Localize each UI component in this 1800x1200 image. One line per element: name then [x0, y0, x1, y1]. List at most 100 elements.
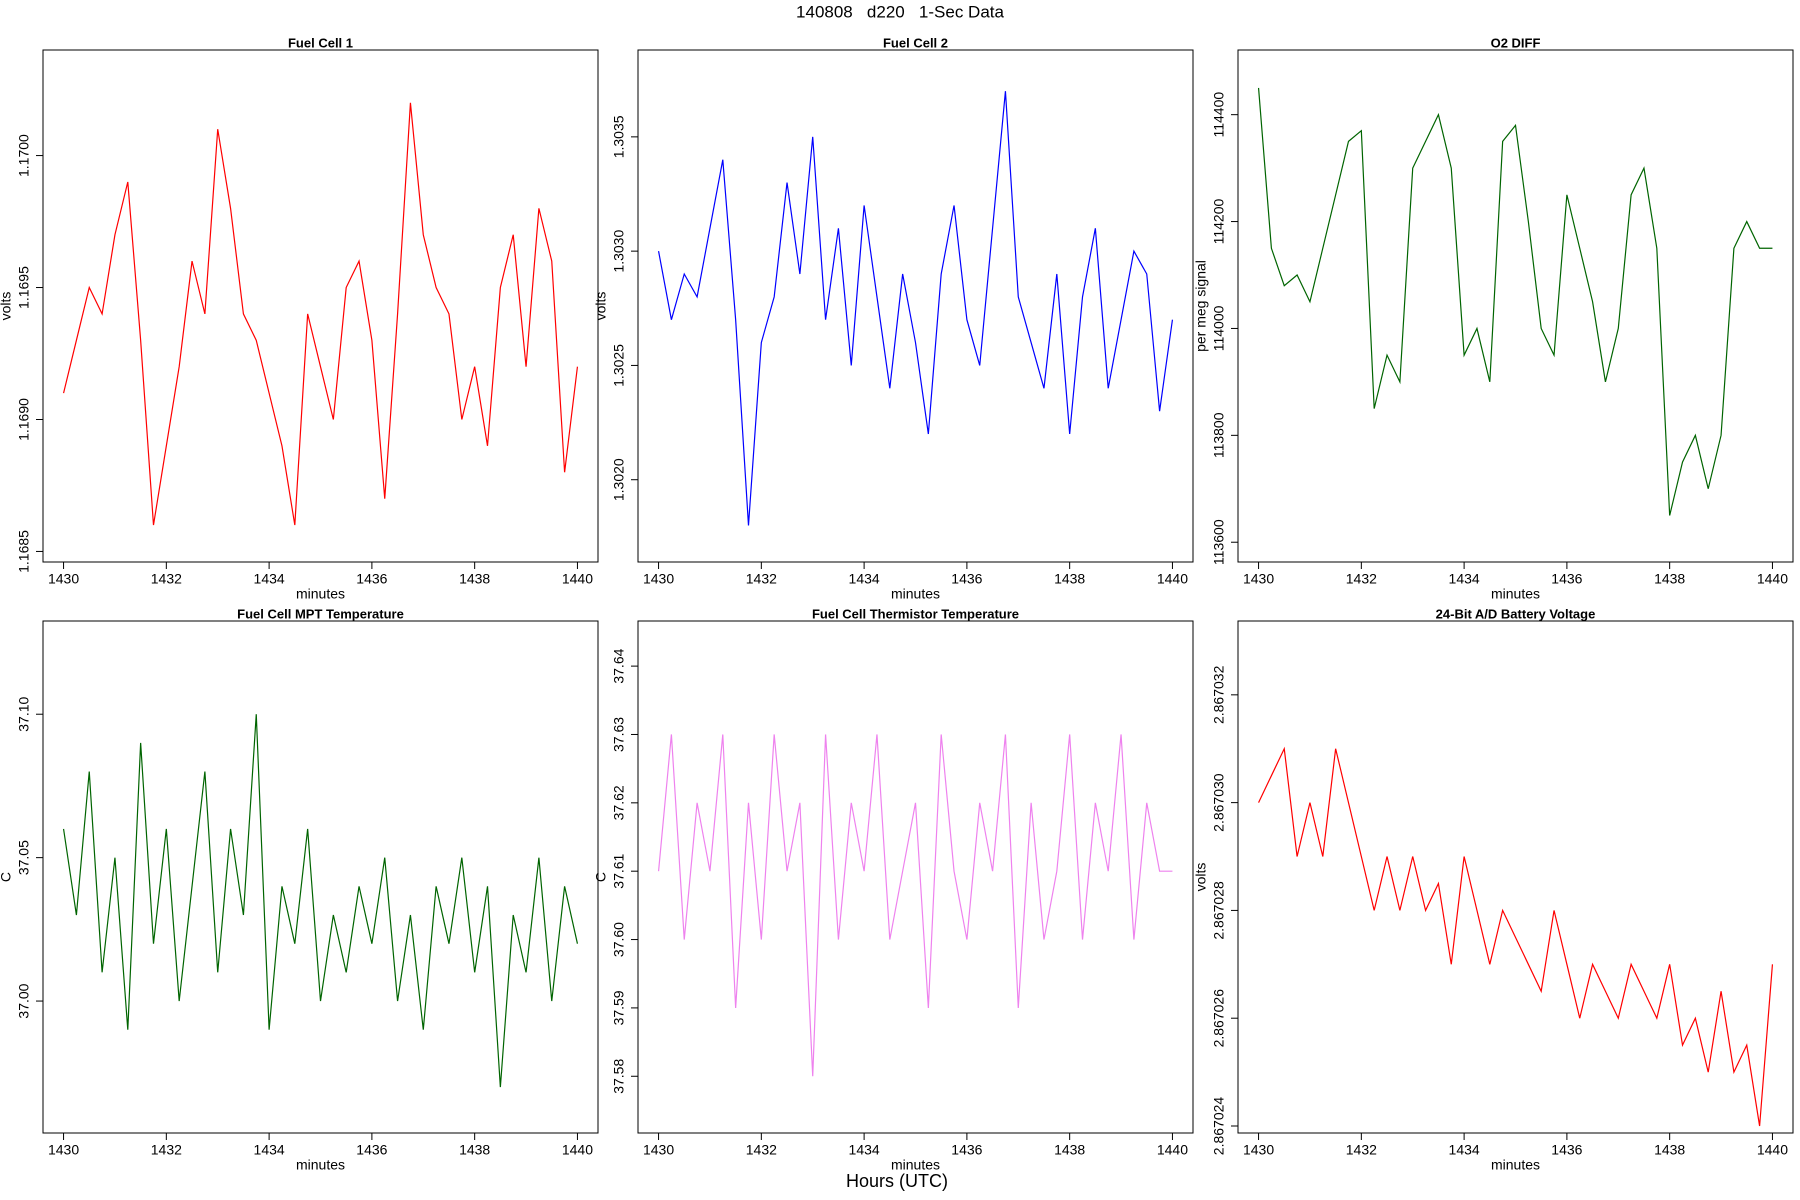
- y-tick-label: 114400: [1211, 92, 1227, 138]
- data-line: [1257, 87, 1773, 516]
- x-tick-label: 1432: [1346, 571, 1377, 587]
- x-tick-label: 1440: [562, 1142, 593, 1158]
- x-tick-label: 1434: [849, 1142, 880, 1158]
- y-tick-label: 37.05: [16, 840, 32, 875]
- x-tick-label: 1432: [746, 571, 777, 587]
- y-tick-label: 2.867032: [1211, 665, 1227, 724]
- x-tick-label: 1434: [1449, 1142, 1480, 1158]
- y-tick-label: 37.10: [16, 696, 32, 731]
- y-tick-label: 1.3020: [611, 458, 627, 501]
- plot-frame: [637, 49, 1194, 563]
- y-axis-label: C: [593, 872, 609, 882]
- panel-title: Fuel Cell 2: [883, 35, 948, 50]
- panel: Fuel Cell Thermistor Temperature 1430 1432…: [593, 606, 1194, 1173]
- y-tick-label: 1.3025: [611, 344, 627, 387]
- y-tick-label: 1.3035: [611, 115, 627, 158]
- panel-title: Fuel Cell 1: [288, 35, 353, 50]
- x-tick-label: 1430: [643, 571, 674, 587]
- x-tick-label: 1438: [459, 571, 490, 587]
- data-line: [62, 102, 579, 526]
- y-tick-label: 2.867028: [1211, 881, 1227, 940]
- x-tick-label: 1436: [1551, 1142, 1582, 1158]
- x-tick-label: 1430: [48, 1142, 79, 1158]
- plot-frame: [42, 620, 599, 1134]
- footer-label: Hours (UTC): [846, 1171, 948, 1191]
- x-tick-label: 1430: [1243, 571, 1274, 587]
- x-axis-label: minutes: [891, 586, 940, 602]
- x-tick-label: 1430: [643, 1142, 674, 1158]
- x-tick-label: 1438: [1054, 571, 1085, 587]
- y-tick-label: 113800: [1211, 412, 1227, 458]
- y-tick-label: 1.1700: [16, 134, 32, 177]
- figure-title: 140808 d220 1-Sec Data: [796, 2, 1004, 21]
- y-axis-label: volts: [593, 292, 609, 321]
- x-tick-label: 1438: [1654, 571, 1685, 587]
- x-tick-label: 1434: [1449, 571, 1480, 587]
- y-axis-label: volts: [0, 292, 14, 321]
- plot-frame: [42, 49, 599, 563]
- y-tick-label: 2.867024: [1211, 1097, 1227, 1156]
- y-tick-label: 37.63: [611, 717, 627, 752]
- data-line: [657, 734, 1173, 1077]
- x-tick-label: 1432: [151, 571, 182, 587]
- y-tick-label: 37.62: [611, 785, 627, 820]
- y-axis-label: per meg signal: [1193, 260, 1209, 352]
- x-tick-label: 1436: [951, 571, 982, 587]
- x-tick-label: 1434: [849, 571, 880, 587]
- x-tick-label: 1438: [1654, 1142, 1685, 1158]
- x-tick-label: 1436: [356, 1142, 387, 1158]
- panel-title: Fuel Cell MPT Temperature: [237, 606, 404, 621]
- panel-title: 24-Bit A/D Battery Voltage: [1436, 606, 1596, 621]
- y-tick-label: 1.1690: [16, 398, 32, 441]
- panel: Fuel Cell 1 1430 1432 1434 1436 1438 1440 1.168…: [0, 35, 599, 602]
- panel: Fuel Cell MPT Temperature 1430 1432 1434 143…: [0, 606, 599, 1173]
- y-tick-label: 1.1695: [16, 266, 32, 309]
- x-tick-label: 1436: [1551, 571, 1582, 587]
- plot-area: [657, 734, 1173, 1077]
- y-tick-label: 37.00: [16, 983, 32, 1018]
- x-tick-label: 1438: [459, 1142, 490, 1158]
- x-tick-label: 1432: [746, 1142, 777, 1158]
- x-tick-label: 1432: [1346, 1142, 1377, 1158]
- y-tick-label: 37.61: [611, 853, 627, 888]
- data-line: [62, 714, 579, 1088]
- x-axis-label: minutes: [1491, 1157, 1540, 1173]
- panel: 24-Bit A/D Battery Voltage 1430 1432 1434 14…: [1193, 606, 1794, 1173]
- y-tick-label: 114000: [1211, 305, 1227, 351]
- y-axis-label: volts: [1193, 863, 1209, 892]
- x-tick-label: 1430: [1243, 1142, 1274, 1158]
- x-tick-label: 1438: [1054, 1142, 1085, 1158]
- plot-area: [1257, 87, 1773, 516]
- plot-area: [62, 102, 579, 526]
- y-tick-label: 114200: [1211, 199, 1227, 245]
- x-tick-label: 1432: [151, 1142, 182, 1158]
- x-tick-label: 1434: [254, 1142, 285, 1158]
- panel: Fuel Cell 2 1430 1432 1434 1436 1438 1440 1.302…: [593, 35, 1194, 602]
- y-tick-label: 2.867030: [1211, 773, 1227, 832]
- panel-title: O2 DIFF: [1491, 35, 1541, 50]
- y-tick-label: 37.58: [611, 1059, 627, 1094]
- x-axis-label: minutes: [891, 1157, 940, 1173]
- plot-area: [657, 91, 1174, 526]
- x-tick-label: 1434: [254, 571, 285, 587]
- panel: O2 DIFF 1430 1432 1434 1436 1438 1440 113600 113…: [1193, 35, 1794, 602]
- y-tick-label: 1.3030: [611, 230, 627, 273]
- plot-area: [62, 714, 579, 1088]
- y-tick-label: 113600: [1211, 519, 1227, 565]
- x-tick-label: 1440: [1157, 571, 1188, 587]
- x-tick-label: 1440: [562, 571, 593, 587]
- x-tick-label: 1436: [356, 571, 387, 587]
- x-tick-label: 1436: [951, 1142, 982, 1158]
- data-line: [657, 91, 1174, 526]
- x-axis-label: minutes: [296, 1157, 345, 1173]
- plot-frame: [1237, 620, 1794, 1134]
- y-axis-label: C: [0, 872, 14, 882]
- x-axis-label: minutes: [296, 586, 345, 602]
- x-tick-label: 1430: [48, 571, 79, 587]
- x-axis-label: minutes: [1491, 586, 1540, 602]
- x-tick-label: 1440: [1757, 571, 1788, 587]
- plot-area: [1258, 746, 1774, 1127]
- y-tick-label: 2.867026: [1211, 989, 1227, 1048]
- plot-frame: [637, 620, 1194, 1134]
